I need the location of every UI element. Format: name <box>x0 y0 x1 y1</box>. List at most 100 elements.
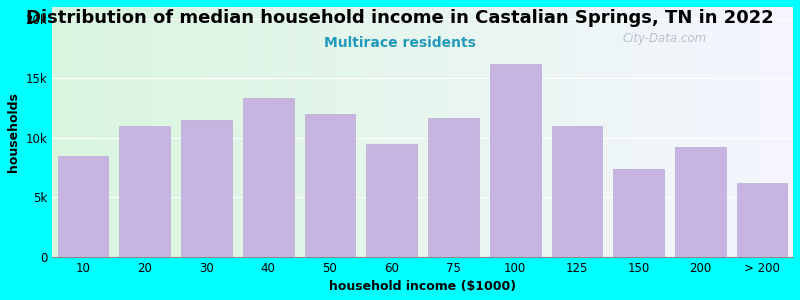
Bar <box>367 7 370 256</box>
Bar <box>89 7 93 256</box>
Bar <box>400 7 404 256</box>
Bar <box>122 7 126 256</box>
Bar <box>326 7 330 256</box>
Bar <box>526 7 530 256</box>
Y-axis label: households: households <box>7 92 20 172</box>
Bar <box>428 118 478 256</box>
Bar <box>504 7 508 256</box>
Bar <box>760 7 763 256</box>
Bar <box>611 7 615 256</box>
Bar <box>701 7 704 256</box>
Bar <box>686 7 690 256</box>
Bar <box>774 7 778 256</box>
Bar <box>238 7 241 256</box>
Bar <box>134 7 138 256</box>
Bar <box>249 7 252 256</box>
Bar <box>556 7 560 256</box>
Bar <box>645 7 649 256</box>
Bar <box>697 7 701 256</box>
Bar <box>434 7 438 256</box>
Bar <box>411 7 415 256</box>
Bar <box>115 7 118 256</box>
Bar <box>456 7 460 256</box>
Bar <box>341 7 345 256</box>
Bar <box>711 7 715 256</box>
Bar <box>511 7 515 256</box>
Bar <box>256 7 259 256</box>
Bar <box>397 7 400 256</box>
Bar <box>174 7 178 256</box>
Bar <box>219 7 222 256</box>
Bar <box>752 7 756 256</box>
Bar <box>163 7 167 256</box>
Bar <box>722 7 726 256</box>
Bar <box>622 7 626 256</box>
Bar <box>97 7 100 256</box>
Bar <box>478 7 482 256</box>
Bar <box>741 7 745 256</box>
Bar <box>593 7 597 256</box>
Bar <box>408 7 411 256</box>
Bar <box>100 7 104 256</box>
Bar <box>460 7 463 256</box>
Bar <box>601 7 604 256</box>
Bar <box>638 7 641 256</box>
Bar <box>130 7 134 256</box>
Bar <box>652 7 656 256</box>
Bar <box>111 7 115 256</box>
Bar <box>189 7 193 256</box>
Bar <box>604 7 608 256</box>
Bar <box>149 7 152 256</box>
Bar <box>393 7 397 256</box>
Bar <box>508 7 511 256</box>
Bar <box>204 7 208 256</box>
Bar <box>152 7 156 256</box>
Bar <box>338 7 341 256</box>
Bar <box>119 126 170 256</box>
Bar <box>560 7 563 256</box>
Bar <box>263 7 267 256</box>
Bar <box>186 7 189 256</box>
Bar <box>690 7 693 256</box>
Bar <box>356 7 360 256</box>
Bar <box>70 7 74 256</box>
Bar <box>386 7 390 256</box>
Bar <box>663 7 667 256</box>
Bar <box>667 7 670 256</box>
Bar <box>293 7 297 256</box>
Bar <box>59 7 63 256</box>
Bar <box>363 7 367 256</box>
Bar <box>656 7 660 256</box>
Bar <box>745 7 749 256</box>
Bar <box>178 7 182 256</box>
Bar <box>767 7 771 256</box>
Bar <box>786 7 790 256</box>
Bar <box>486 7 490 256</box>
Bar <box>126 7 130 256</box>
Bar <box>230 7 234 256</box>
Bar <box>693 7 697 256</box>
Bar <box>626 7 630 256</box>
Bar <box>259 7 263 256</box>
Bar <box>74 7 78 256</box>
Bar <box>441 7 445 256</box>
Bar <box>500 7 504 256</box>
Bar <box>730 7 734 256</box>
Bar <box>274 7 278 256</box>
Bar <box>463 7 467 256</box>
Bar <box>541 7 545 256</box>
Bar <box>545 7 549 256</box>
Bar <box>322 7 326 256</box>
Bar <box>634 7 638 256</box>
Bar <box>630 7 634 256</box>
Bar <box>56 7 59 256</box>
Bar <box>422 7 426 256</box>
Bar <box>330 7 334 256</box>
Bar <box>252 7 256 256</box>
Bar <box>426 7 430 256</box>
Bar <box>438 7 441 256</box>
Bar <box>771 7 774 256</box>
Text: Multirace residents: Multirace residents <box>324 36 476 50</box>
Bar <box>67 7 70 256</box>
Bar <box>497 7 500 256</box>
